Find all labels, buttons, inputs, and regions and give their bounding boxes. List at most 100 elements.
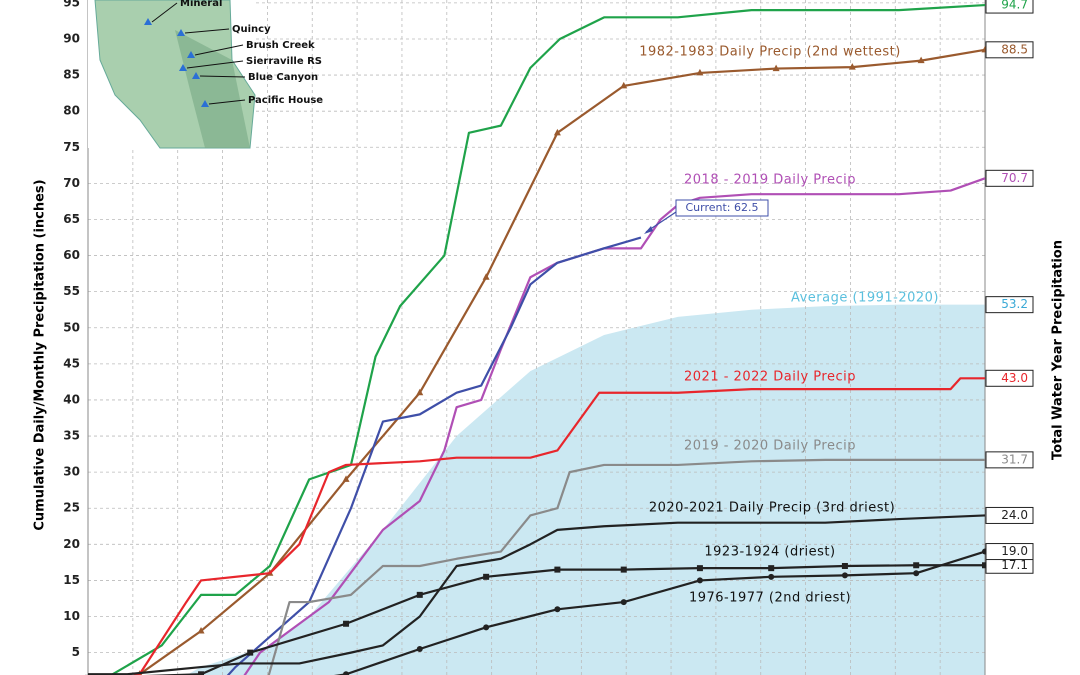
y-tick-label: 65 — [63, 212, 80, 226]
point — [416, 388, 424, 396]
point — [841, 572, 848, 579]
end-value-label: 70.7 — [1001, 171, 1028, 185]
y-tick-label: 70 — [63, 176, 80, 190]
point — [197, 626, 205, 634]
point — [483, 573, 490, 580]
point — [482, 273, 490, 280]
station-leader — [199, 75, 246, 78]
y-tick-label: 90 — [63, 31, 80, 45]
end-value-box — [985, 41, 1034, 59]
station-leader — [184, 28, 230, 34]
point — [982, 562, 988, 569]
end-value-label: 94.7 — [1001, 0, 1028, 12]
series-line — [132, 48, 986, 675]
end-value-box — [985, 0, 1034, 14]
point — [554, 566, 561, 573]
station-leader — [151, 2, 178, 23]
inset-map: Mineral Quincy Brush Creek Sierraville RS Bl… — [88, 0, 323, 149]
point — [913, 562, 920, 569]
annotation-box — [675, 199, 769, 217]
point — [768, 565, 775, 572]
y-tick-label: 30 — [63, 465, 80, 479]
end-value-label: 19.0 — [1001, 544, 1028, 558]
y-tick-label: 55 — [63, 284, 80, 298]
y-tick-label: 75 — [63, 140, 80, 154]
series-line — [267, 458, 985, 675]
station — [144, 18, 152, 25]
station — [179, 64, 187, 71]
end-value-box — [985, 506, 1034, 524]
point — [696, 565, 703, 572]
average-area — [161, 304, 985, 675]
y-tick-label: 15 — [63, 573, 80, 587]
point — [696, 577, 703, 584]
y-tick-label: 40 — [63, 392, 80, 406]
station-label: Sierraville RS — [246, 56, 322, 67]
point — [343, 671, 350, 675]
point — [848, 63, 856, 70]
y-tick-label: 35 — [63, 429, 80, 443]
series-line — [109, 3, 986, 675]
series-name: 1923-1924 (driest) — [704, 545, 835, 560]
point — [917, 56, 925, 64]
series-line — [243, 177, 986, 675]
y-tick-label: 85 — [63, 68, 80, 82]
end-value-box — [985, 296, 1034, 314]
y-tick-label: 10 — [63, 609, 80, 623]
series-name: 2021 - 2022 Daily Precip — [684, 370, 856, 385]
end-value-label: 31.7 — [1001, 452, 1028, 466]
series-name: 1976-1977 (2nd driest) — [689, 591, 851, 606]
end-value-label: 17.1 — [1001, 558, 1028, 572]
series-name: 2019 - 2020 Daily Precip — [684, 439, 856, 454]
series-line — [88, 514, 986, 675]
point — [620, 81, 628, 89]
series-name: Average (1991-2020) — [791, 291, 939, 306]
station-label: Mineral — [180, 0, 222, 9]
y-tick-label: 60 — [63, 248, 80, 262]
station — [201, 100, 209, 107]
point — [913, 570, 920, 577]
point — [343, 620, 350, 627]
station-label: Blue Canyon — [248, 72, 318, 83]
annotation-arrowhead — [644, 226, 653, 234]
point — [247, 649, 254, 656]
y-axis-title: Cumulative Daily/Monthly Precipitation (… — [33, 179, 48, 530]
y-tick-label: 95 — [63, 0, 80, 9]
end-value-box — [985, 543, 1034, 561]
point — [620, 599, 627, 606]
station — [187, 51, 195, 58]
station-leader — [194, 44, 244, 56]
y-tick-label: 25 — [63, 501, 80, 515]
end-value-box — [985, 451, 1034, 469]
station — [177, 29, 185, 36]
point — [841, 562, 848, 569]
y-tick-label: 20 — [63, 537, 80, 551]
point — [696, 68, 704, 76]
end-value-label: 53.2 — [1001, 297, 1028, 311]
point — [416, 591, 423, 598]
y-tick-label: 5 — [72, 645, 80, 659]
point — [554, 606, 561, 613]
end-value-label: 88.5 — [1001, 42, 1028, 56]
end-value-label: 43.0 — [1001, 371, 1028, 385]
series-name: 2018 - 2019 Daily Precip — [684, 173, 856, 188]
station-leader — [208, 99, 246, 105]
point — [416, 646, 423, 653]
y2-axis-title: Total Water Year Precipitation — [1051, 240, 1066, 460]
point — [620, 566, 627, 573]
y-tick-label: 45 — [63, 356, 80, 370]
sierra-shape — [175, 30, 250, 148]
point — [553, 128, 561, 136]
point — [768, 573, 775, 580]
series-name: 2020-2021 Daily Precip (3rd driest) — [649, 501, 895, 516]
station-leader — [186, 60, 244, 69]
series-name: 1982-1983 Daily Precip (2nd wettest) — [639, 45, 901, 60]
annotation-label: Current: 62.5 — [685, 201, 758, 214]
point — [198, 671, 205, 675]
point — [772, 64, 780, 72]
station — [192, 72, 200, 79]
station-label: Quincy — [232, 24, 271, 35]
end-value-box — [985, 169, 1034, 187]
series-line — [333, 550, 986, 675]
